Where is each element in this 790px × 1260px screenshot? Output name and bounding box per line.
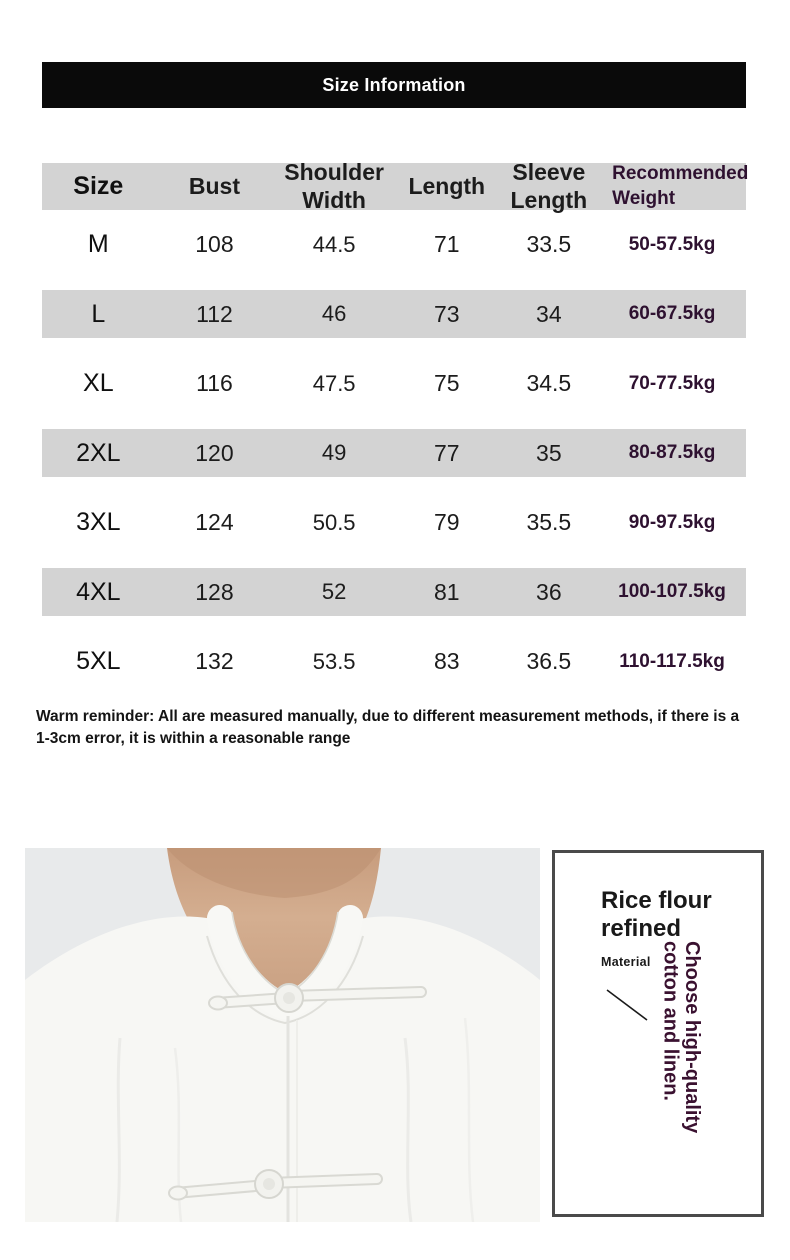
column-header-sleeve: Sleeve Length bbox=[510, 158, 588, 213]
column-header-shoulder: Shoulder Width bbox=[284, 158, 384, 213]
size-cell: M bbox=[87, 230, 109, 259]
table-header-row: Size Bust Shoulder Width Length Sleeve L… bbox=[42, 159, 749, 213]
weight-cell: 70-77.5kg bbox=[628, 372, 716, 394]
sleeve-cell: 35.5 bbox=[526, 509, 572, 536]
length-cell: 77 bbox=[433, 439, 460, 466]
size-cell: 3XL bbox=[76, 508, 121, 537]
bust-cell: 132 bbox=[195, 648, 234, 675]
bust-cell: 128 bbox=[195, 578, 234, 605]
column-header-bust: Bust bbox=[188, 173, 241, 199]
table-row: 4XL 128 52 81 36 100-107.5kg bbox=[42, 557, 746, 627]
page-title: Size Information bbox=[322, 74, 466, 95]
vertical-quote-line2: cotton and linen. bbox=[659, 941, 682, 1101]
size-information-bar: Size Information bbox=[42, 62, 746, 108]
length-cell: 75 bbox=[433, 370, 460, 397]
table-row: L 112 46 73 34 60-67.5kg bbox=[42, 279, 746, 349]
table-row: 2XL 120 49 77 35 80-87.5kg bbox=[42, 418, 746, 488]
warm-reminder-text: Warm reminder: All are measured manually… bbox=[36, 708, 740, 748]
column-header-length: Length bbox=[408, 173, 486, 199]
weight-cell: 80-87.5kg bbox=[628, 442, 716, 464]
length-cell: 81 bbox=[433, 578, 460, 605]
weight-cell: 90-97.5kg bbox=[628, 511, 716, 533]
shoulder-cell: 44.5 bbox=[312, 231, 356, 257]
length-cell: 73 bbox=[433, 300, 460, 327]
bust-cell: 124 bbox=[195, 509, 234, 536]
sleeve-cell: 33.5 bbox=[526, 231, 572, 258]
material-label: Material bbox=[601, 955, 651, 969]
bust-cell: 116 bbox=[196, 370, 233, 397]
size-cell: 5XL bbox=[76, 647, 121, 676]
sleeve-cell: 35 bbox=[536, 439, 562, 466]
weight-cell: 100-107.5kg bbox=[618, 581, 726, 603]
bust-cell: 120 bbox=[195, 439, 234, 466]
bust-cell: 108 bbox=[195, 231, 234, 258]
table-row: 3XL 124 50.5 79 35.5 90-97.5kg bbox=[42, 488, 746, 558]
pointer-line bbox=[606, 989, 648, 1021]
shoulder-cell: 47.5 bbox=[312, 370, 356, 396]
shoulder-cell: 52 bbox=[321, 579, 347, 605]
table-row: XL 116 47.5 75 34.5 70-77.5kg bbox=[42, 349, 746, 419]
size-cell: XL bbox=[83, 369, 114, 398]
vertical-quote: Choose high-quality cotton and linen. bbox=[659, 941, 704, 1161]
column-header-weight: Recommended Weight bbox=[612, 162, 749, 209]
shoulder-cell: 50.5 bbox=[312, 509, 356, 535]
size-cell: 4XL bbox=[76, 577, 121, 606]
table-row: 5XL 132 53.5 83 36.5 110-117.5kg bbox=[42, 627, 746, 697]
shoulder-cell: 49 bbox=[321, 440, 347, 466]
shoulder-cell: 46 bbox=[321, 301, 347, 327]
length-cell: 79 bbox=[433, 509, 460, 536]
panel-title: Rice flour refined bbox=[601, 887, 712, 942]
size-cell: L bbox=[91, 299, 106, 328]
weight-cell: 60-67.5kg bbox=[628, 303, 716, 325]
table-row: M 108 44.5 71 33.5 50-57.5kg bbox=[42, 210, 746, 280]
product-photo bbox=[25, 848, 540, 1222]
size-cell: 2XL bbox=[76, 438, 121, 467]
shoulder-cell: 53.5 bbox=[312, 648, 356, 674]
length-cell: 71 bbox=[433, 231, 460, 258]
sleeve-cell: 36.5 bbox=[526, 648, 572, 675]
shirt-illustration bbox=[25, 848, 540, 1222]
size-table: Size Bust Shoulder Width Length Sleeve L… bbox=[42, 159, 749, 697]
vertical-quote-line1: Choose high-quality bbox=[681, 941, 704, 1134]
bust-cell: 112 bbox=[196, 300, 233, 327]
column-header-size: Size bbox=[73, 172, 124, 200]
sleeve-cell: 34 bbox=[536, 300, 562, 327]
material-panel: Rice flour refined Material Choose high-… bbox=[552, 850, 764, 1217]
weight-cell: 110-117.5kg bbox=[619, 650, 725, 672]
sleeve-cell: 34.5 bbox=[526, 370, 572, 397]
length-cell: 83 bbox=[433, 648, 460, 675]
weight-cell: 50-57.5kg bbox=[628, 233, 716, 255]
sleeve-cell: 36 bbox=[536, 578, 562, 605]
